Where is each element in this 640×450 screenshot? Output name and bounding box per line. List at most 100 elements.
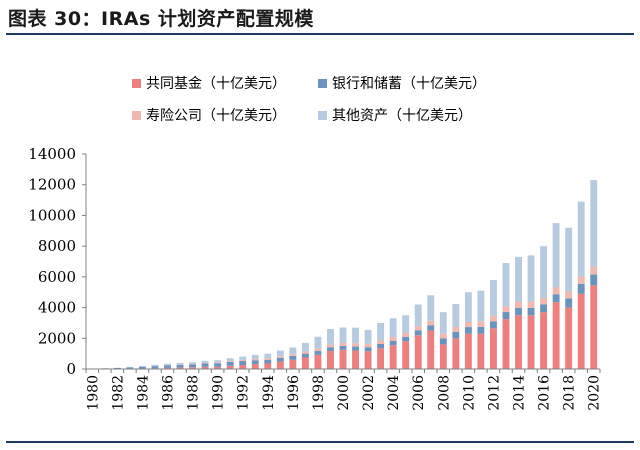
legend-item-insurance: 寿险公司（十亿美元） [132,105,286,125]
bar-segment-bank_savings-1986 [164,365,171,368]
y-tick-label-10000: 10000 [28,206,76,224]
bar-segment-insurance-1990 [214,362,222,364]
legend-label-other: 其他资产（十亿美元） [332,108,472,124]
bar-segment-bank_savings-1997 [301,353,309,358]
bar-segment-insurance-1999 [327,344,334,348]
bar-segment-bank_savings-1999 [327,347,334,352]
bar-segment-other-2002 [364,329,372,344]
legend-label-insurance: 寿险公司（十亿美元） [146,108,286,124]
bar-segment-mutual_funds-1997 [301,357,309,369]
bar-segment-other-2019 [577,201,585,277]
bar-segment-mutual_funds-1989 [201,366,209,369]
bar-segment-other-1997 [301,342,309,352]
bar-segment-insurance-2007 [427,320,435,326]
bottom-rule [6,441,634,443]
x-tick-label-2020: 2020 [587,375,603,411]
bar-segment-other-2005 [402,315,410,333]
bar-segment-mutual_funds-2004 [389,345,397,369]
legend-label-bank-savings: 银行和储蓄（十亿美元） [332,76,486,92]
bar-segment-other-2007 [427,295,435,321]
bar-segment-bank_savings-1991 [226,361,234,366]
bar-segment-insurance-1998 [314,348,322,352]
bar-segment-insurance-1989 [201,362,209,364]
bar-segment-other-1998 [314,336,322,349]
bar-segment-other-1990 [214,360,222,363]
y-tick-label-4000: 4000 [38,299,76,317]
bar-segment-bank_savings-2009 [452,331,460,339]
bar-segment-bank_savings-1993 [251,360,259,365]
x-tick-label-2000: 2000 [336,375,352,411]
bar-segment-insurance-1993 [251,359,259,361]
bar-segment-bank_savings-2016 [540,304,548,313]
bar-segment-insurance-2003 [377,340,385,344]
bar-segment-insurance-2014 [515,301,522,309]
bar-segment-mutual_funds-1999 [327,351,334,369]
bar-segment-mutual_funds-2018 [565,307,573,369]
bar-segment-bank_savings-2000 [339,345,347,350]
bar-segment-insurance-2011 [477,321,485,327]
x-tick-label-2012: 2012 [486,375,502,411]
bar-segment-insurance-2008 [439,333,447,339]
bar-segment-insurance-2000 [339,342,347,346]
bar-segment-bank_savings-1982 [113,367,121,369]
x-tick-label-1982: 1982 [110,375,126,411]
bar-segment-bank_savings-1996 [289,355,297,360]
bar-segment-insurance-2019 [577,276,585,284]
bar-segment-other-1993 [251,354,259,360]
legend-swatch-bank-savings [318,78,327,88]
bar-segment-insurance-1997 [301,351,309,354]
x-tick-label-2006: 2006 [411,375,427,411]
bar-segment-bank_savings-1998 [314,351,322,355]
bar-segment-bank_savings-2013 [502,312,510,320]
bar-segment-mutual_funds-1998 [314,354,322,369]
x-tick-label-2008: 2008 [436,375,452,411]
y-tick-label-8000: 8000 [38,237,76,255]
bar-segment-mutual_funds-1994 [264,363,272,369]
bar-segment-mutual_funds-2008 [439,344,447,369]
bar-segment-mutual_funds-2019 [577,293,585,369]
bar-segment-mutual_funds-2013 [502,319,510,369]
bar-segment-insurance-1994 [264,358,272,360]
bar-segment-other-2015 [527,255,535,302]
bar-segment-insurance-2015 [527,301,535,308]
x-tick-label-1980: 1980 [85,375,101,411]
bar-segment-bank_savings-2019 [577,283,585,294]
x-tick-label-1986: 1986 [160,375,176,411]
bar-segment-bank_savings-2018 [565,298,573,308]
bar-segment-insurance-2012 [489,315,497,322]
x-tick-label-2002: 2002 [361,375,377,411]
bar-segment-other-2016 [540,246,548,299]
bar-segment-bank_savings-2008 [439,338,447,345]
x-tick-label-1998: 1998 [311,375,327,411]
bar-segment-mutual_funds-1996 [289,359,297,369]
bar-segment-mutual_funds-2016 [540,312,548,369]
bar-segment-bank_savings-1990 [214,363,222,367]
bar-segment-insurance-2001 [352,343,359,347]
x-tick-label-2004: 2004 [386,375,402,411]
bar-segment-mutual_funds-2014 [515,315,522,369]
bar-segment-bank_savings-2007 [427,325,435,331]
x-tick-label-2016: 2016 [537,375,553,411]
bar-segment-bank_savings-1994 [264,359,272,364]
bar-segment-bank_savings-2004 [389,340,397,346]
bar-segment-insurance-2004 [389,337,397,341]
title-rule [6,33,634,35]
bar-segment-mutual_funds-2012 [489,328,497,369]
figure-title: 图表 30：IRAs 计划资产配置规模 [8,8,314,30]
bar-segment-bank_savings-1985 [151,366,159,369]
bar-segment-mutual_funds-2005 [402,341,410,369]
bar-segment-other-1985 [151,364,159,366]
bar-segment-insurance-2017 [552,287,560,295]
x-tick-label-1990: 1990 [211,375,227,411]
bar-segment-bank_savings-2017 [552,294,560,303]
bar-segment-mutual_funds-1987 [176,367,184,369]
axes-layer: 0 2000 4000 6000 8000 10000 12000 14000 1980 1982… [28,145,602,411]
bar-segment-mutual_funds-2003 [377,348,385,369]
bar-segment-mutual_funds-1995 [276,361,284,369]
bar-segment-bank_savings-2002 [364,347,372,352]
bar-segment-mutual_funds-2010 [464,333,472,369]
bar-segment-other-2008 [439,312,447,334]
bar-segment-bank_savings-2001 [352,346,359,351]
bar-segment-other-2013 [502,263,510,307]
bar-segment-other-2018 [565,227,573,292]
